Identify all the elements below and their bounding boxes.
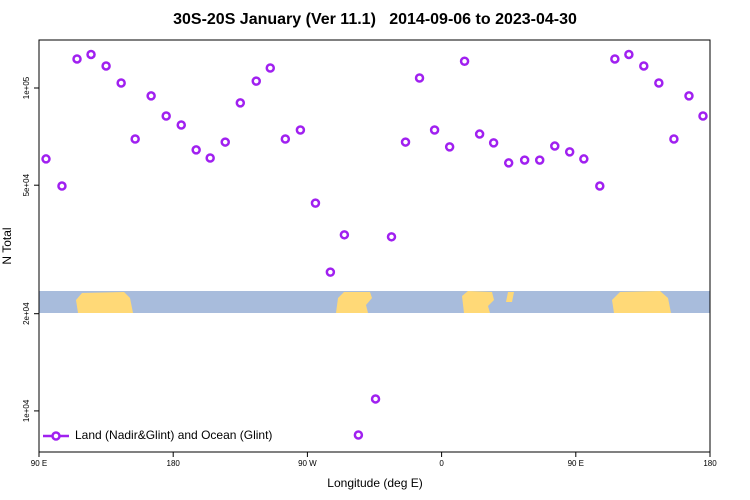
point	[130, 134, 140, 144]
point	[459, 56, 470, 67]
x-tick-label: 0	[439, 459, 444, 468]
point	[534, 155, 545, 165]
point	[400, 137, 411, 147]
x-tick-label: 90 E	[568, 459, 584, 468]
y-tick-label: 2e+04	[22, 302, 31, 325]
point	[325, 267, 336, 277]
point	[503, 158, 514, 168]
x-axis-label: Longitude (deg E)	[327, 476, 422, 490]
point	[639, 61, 649, 71]
point	[669, 134, 679, 144]
legend-label: Land (Nadir&Glint) and Ocean (Glint)	[75, 428, 272, 442]
point	[251, 76, 262, 86]
y-axis-label: N Total	[0, 227, 14, 264]
point	[444, 142, 455, 152]
point	[161, 111, 171, 121]
point	[295, 125, 306, 135]
point	[386, 232, 397, 242]
point	[146, 91, 156, 101]
point	[205, 153, 215, 163]
point	[579, 154, 589, 164]
plot-frame	[38, 39, 711, 453]
point	[265, 63, 276, 73]
point	[353, 430, 364, 440]
x-tick-label: 180	[167, 459, 181, 468]
legend-marker	[51, 431, 61, 441]
point	[610, 54, 620, 64]
point	[488, 138, 499, 148]
y-tick-label: 1e+05	[22, 76, 31, 99]
point	[176, 120, 187, 130]
point	[474, 129, 485, 139]
x-tick-label: 90 W	[298, 459, 317, 468]
point	[235, 98, 246, 108]
point	[414, 73, 425, 83]
chart-title: 30S-20S January (Ver 11.1) 2014-09-06 to…	[173, 11, 577, 28]
point	[280, 134, 291, 144]
point	[370, 394, 381, 404]
point	[684, 91, 694, 101]
point	[654, 78, 664, 88]
y-tick-label: 5e+04	[22, 173, 31, 196]
point	[698, 111, 708, 121]
y-tick-label: 1e+04	[22, 399, 31, 422]
point	[595, 181, 605, 191]
point	[86, 49, 96, 60]
point	[310, 198, 321, 208]
point	[220, 137, 230, 147]
point	[519, 155, 530, 165]
point	[72, 54, 82, 64]
point	[624, 49, 634, 60]
point	[116, 78, 126, 88]
point	[41, 154, 51, 164]
map-strip	[39, 291, 710, 313]
point	[339, 230, 350, 240]
point	[564, 147, 575, 157]
point	[191, 145, 201, 155]
point	[429, 125, 440, 135]
point	[57, 181, 67, 191]
point	[101, 61, 111, 71]
point	[550, 141, 560, 151]
x-tick-label: 180	[703, 459, 717, 468]
x-tick-label: 90 E	[31, 459, 47, 468]
